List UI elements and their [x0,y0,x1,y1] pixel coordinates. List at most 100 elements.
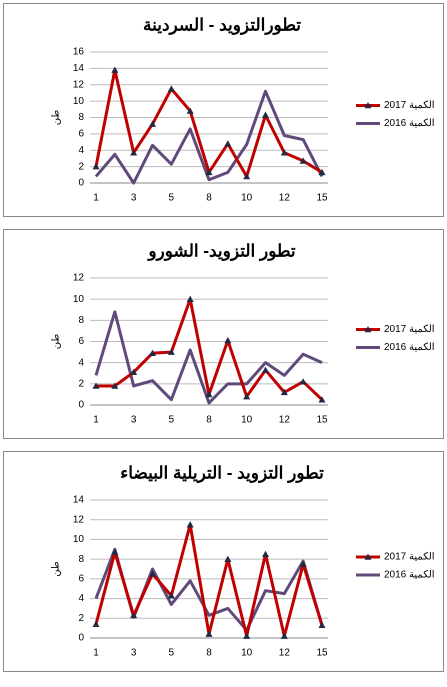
y-tick-label: 10 [73,294,85,305]
y-tick-label: 6 [78,573,84,584]
legend-label: الكمية 2016 [384,570,435,581]
y-tick-label: 2 [78,613,84,624]
y-axis-label: طن [51,110,62,126]
data-point [299,560,307,567]
x-tick-label: 1 [93,415,99,426]
y-tick-label: 14 [73,495,85,506]
data-point [224,140,232,147]
x-tick-label: 8 [206,193,212,204]
x-tick-label: 5 [169,193,175,204]
data-point [318,396,326,403]
chart-title: تطورالتزويد - السردينة [143,15,301,35]
y-tick-label: 6 [78,336,84,347]
data-point [262,550,269,558]
data-point [299,157,307,164]
x-tick-label: 15 [316,648,328,659]
y-tick-label: 8 [78,554,84,565]
data-point [92,620,100,627]
data-point [111,382,119,389]
data-point [186,107,194,114]
y-tick-label: 0 [78,400,84,411]
data-point [243,632,251,639]
data-point [111,66,119,73]
data-point [280,149,288,156]
legend-label: الكمية 2017 [384,552,435,563]
y-tick-label: 12 [73,79,85,90]
x-tick-label: 5 [169,415,175,426]
series-line [94,523,324,638]
x-tick-label: 1 [93,193,99,204]
data-point [318,621,326,628]
legend-label: الكمية 2016 [384,342,435,353]
x-tick-label: 12 [279,648,291,659]
data-point [92,163,100,170]
x-tick-label: 12 [279,415,291,426]
y-tick-label: 12 [73,273,85,284]
y-tick-label: 4 [78,357,84,368]
legend-marker [364,326,372,333]
data-point [243,172,251,180]
data-point [299,378,307,385]
chart: تطور التزويد- الشورو طن 0 2 4 6 8 10 12 1 3 5 8 10 12 1… [51,241,435,426]
chart-panel: تطور التزويد - التريلية البيضاء طن 0 2 4 6 8 10… [3,451,444,672]
y-tick-label: 8 [78,112,84,123]
chart-panel: تطور التزويد- الشورو طن 0 2 4 6 8 10 12 1 3 5 8 10 12 1… [3,229,444,439]
legend-marker [364,102,372,109]
data-point [243,393,251,400]
data-point [149,349,156,356]
y-tick-label: 14 [73,63,85,74]
legend-label: الكمية 2017 [384,324,435,335]
data-point [167,85,175,92]
data-point [167,592,175,599]
x-tick-label: 3 [131,415,137,426]
x-tick-label: 8 [206,648,212,659]
data-point [130,611,138,619]
x-tick-label: 5 [169,648,175,659]
y-tick-label: 0 [78,178,84,189]
y-tick-label: 0 [78,633,84,644]
data-point [186,295,194,302]
y-axis-label: طن [51,561,62,577]
series-line [96,297,324,401]
data-point [224,555,232,562]
series-line [94,68,323,178]
chart-title: تطور التزويد- الشورو [146,241,296,261]
data-point [224,336,232,344]
y-tick-label: 4 [78,145,84,156]
x-tick-label: 10 [241,193,253,204]
y-tick-label: 6 [78,129,84,140]
data-point [262,111,269,118]
data-point [318,168,326,176]
chart-panel: تطورالتزويد - السردينة طن 0 2 4 6 8 10 12 14 16 1 3 5… [3,3,444,217]
data-point [205,630,213,637]
y-tick-label: 8 [78,315,84,326]
legend-label: الكمية 2016 [384,118,435,129]
legend-marker [364,553,372,560]
data-point [186,521,194,528]
x-tick-label: 15 [316,193,328,204]
data-point [205,390,213,398]
y-tick-label: 10 [73,534,85,545]
data-point [262,366,269,373]
x-tick-label: 10 [241,415,253,426]
data-point [280,632,288,639]
series-line [94,310,323,405]
legend-label: الكمية 2017 [384,100,435,111]
data-point [130,368,138,375]
x-tick-label: 8 [206,415,212,426]
x-tick-label: 10 [241,648,253,659]
x-tick-label: 12 [279,193,291,204]
data-point [111,548,119,556]
data-point [92,382,100,389]
data-point [149,120,156,127]
y-tick-label: 2 [78,161,84,172]
y-tick-label: 16 [73,47,85,58]
chart-title: تطور التزويد - التريلية البيضاء [120,463,324,483]
x-tick-label: 1 [93,648,99,659]
series-line [94,89,324,185]
chart: تطورالتزويد - السردينة طن 0 2 4 6 8 10 12 14 16 1 3 5… [51,15,435,204]
data-point [205,168,213,176]
y-axis-label: طن [51,334,62,350]
data-point [149,570,156,577]
